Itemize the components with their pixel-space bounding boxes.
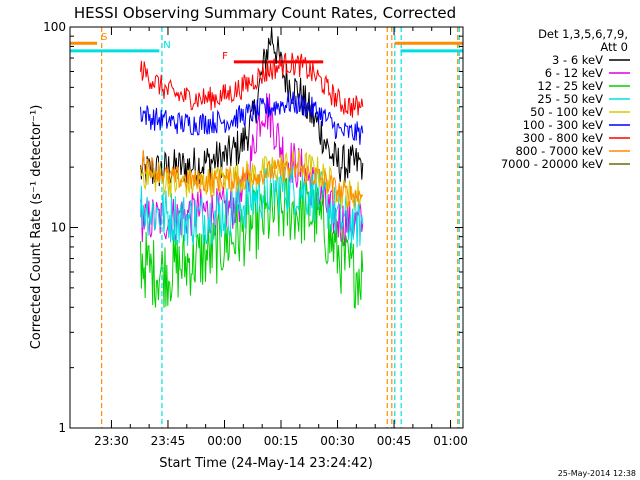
flag-label-f: F — [222, 51, 228, 62]
legend-label-5: 100 - 300 keV — [523, 118, 603, 132]
axis-ticks: 23:30 23:45 00:00 00:15 00:30 00:45 01:00 1 10 10… — [43, 20, 468, 448]
flag-bars: S N F — [70, 32, 463, 64]
series-line-7 — [140, 149, 363, 208]
legend-label-2: 12 - 25 keV — [537, 79, 603, 93]
x-tick-label-4: 00:30 — [320, 434, 355, 448]
vertical-markers — [101, 27, 460, 428]
chart-title: HESSI Observing Summary Count Rates, Cor… — [74, 4, 456, 22]
series-line-5 — [140, 91, 364, 145]
series-line-2 — [140, 176, 364, 309]
legend-label-3: 25 - 50 keV — [537, 92, 603, 106]
legend-label-1: 6 - 12 keV — [545, 66, 603, 80]
y-tick-label-1: 10 — [51, 221, 66, 235]
legend-label-0: 3 - 6 keV — [552, 53, 603, 67]
series-lines — [140, 26, 364, 309]
x-tick-label-5: 00:45 — [377, 434, 412, 448]
legend-label-7: 800 - 7000 keV — [515, 144, 603, 158]
legend-label-4: 50 - 100 keV — [530, 105, 603, 119]
legend-label-8: 7000 - 20000 keV — [501, 157, 603, 171]
x-tick-label-2: 00:00 — [207, 434, 242, 448]
legend-title-line-2: Att 0 — [600, 40, 628, 54]
flag-label-n: N — [163, 40, 170, 51]
series-line-4 — [140, 150, 364, 210]
x-tick-label-1: 23:45 — [151, 434, 186, 448]
series-line-6 — [140, 52, 364, 118]
y-tick-label-0: 1 — [58, 421, 66, 435]
legend-title-line-1: Det 1,3,5,6,7,9, — [538, 27, 628, 41]
x-axis-label: Start Time (24-May-14 23:24:42) — [159, 456, 373, 471]
x-tick-label-0: 23:30 — [94, 434, 129, 448]
series-line-1 — [140, 93, 364, 247]
y-tick-label-2: 100 — [43, 20, 66, 34]
flag-label-s: S — [101, 32, 107, 43]
series-line-3 — [140, 163, 364, 249]
y-axis-label: Corrected Count Rate (s⁻¹ detector⁻¹) — [29, 105, 44, 350]
legend-label-6: 300 - 800 keV — [523, 131, 603, 145]
generation-timestamp: 25-May-2014 12:38 — [558, 469, 636, 478]
plot-area: S N F 23:30 23:45 00:00 00:15 00:30 00:45 01:00 1… — [43, 20, 468, 448]
x-tick-label-6: 01:00 — [433, 434, 468, 448]
x-tick-label-3: 00:15 — [264, 434, 299, 448]
